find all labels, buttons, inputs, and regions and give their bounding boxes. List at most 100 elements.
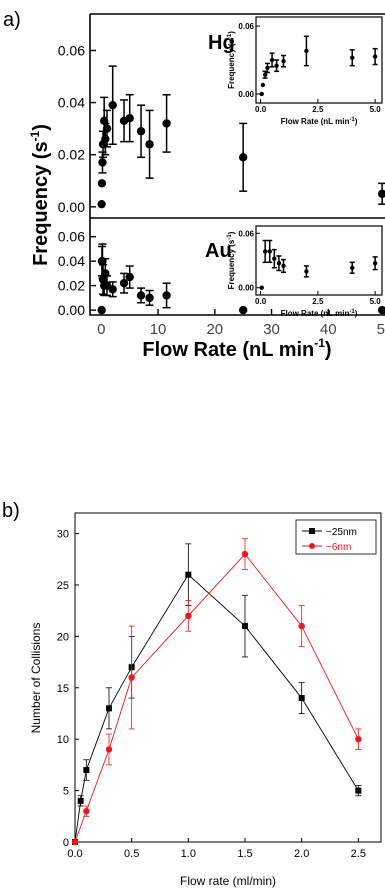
inset-frame	[255, 225, 383, 296]
b-point-circle	[298, 622, 305, 630]
x-tick-label: 20	[206, 321, 223, 338]
inset-data-point	[281, 58, 286, 64]
collisions-chart: 0.0 0.5 1.0 1.5 2.0 2.5 0 5 10 15 20 25 30 ~25nm ~6nm…	[29, 512, 382, 888]
panel-b-label: b)	[2, 500, 20, 522]
inset-data-point	[350, 265, 355, 270]
b-x-tick-label: 1.0	[181, 848, 196, 860]
data-point	[98, 158, 107, 167]
data-point	[97, 199, 106, 209]
inset-x-tick-label: 5.0	[370, 297, 382, 306]
b-point-circle	[355, 735, 362, 743]
b-y-tick-label: 5	[63, 786, 69, 798]
data-point	[125, 114, 134, 123]
b-point-circle	[128, 674, 135, 681]
y-tick-label: 0.02	[58, 278, 85, 294]
inset-y-tick-label: 0.00	[238, 284, 254, 293]
y-tick-label: 0.04	[58, 253, 85, 269]
data-point	[125, 272, 134, 282]
b-point-circle	[185, 612, 192, 620]
legend-marker	[309, 528, 315, 534]
x-tick-label: 10	[150, 321, 167, 338]
b-x-tick-label: 1.5	[237, 848, 252, 860]
inset-x-tick-label: 2.5	[312, 297, 324, 306]
legend-label: ~25nm	[326, 527, 357, 538]
inset-data-point	[267, 249, 272, 254]
y-tick-label: 0.06	[58, 229, 85, 245]
au-subplot: Au 0.00 0.02 0.04 0.06 0 10 20 30 40 50 0.00 0.06…	[58, 218, 385, 338]
inset-y-tick-label: 0.06	[238, 229, 254, 238]
b-y-tick-label: 15	[57, 683, 69, 695]
y-tick-label: 0.00	[58, 199, 85, 215]
inset-data-point	[272, 256, 277, 261]
inset-data-point	[304, 269, 309, 274]
inset-xlabel: Flow Rate (nL min-1)	[281, 309, 358, 318]
data-point	[136, 127, 146, 136]
inset-x-tick-label: 0.0	[255, 297, 267, 306]
inset-data-point	[262, 72, 268, 77]
b-point-square	[355, 787, 362, 794]
inset-data-point	[372, 54, 378, 59]
panel-b-ylabel: Number of Collisions	[29, 623, 43, 734]
data-point	[119, 278, 129, 288]
legend-marker	[309, 543, 315, 549]
data-point	[97, 305, 106, 315]
b-point-circle	[241, 550, 249, 558]
inset-data-point	[259, 91, 264, 97]
panel-a-xlabel: Flow Rate (nL min-1)	[142, 336, 331, 361]
b-point-square	[83, 767, 90, 774]
b-x-tick-label: 2.5	[351, 848, 366, 860]
series-line-1	[74, 553, 359, 843]
b-y-tick-label: 25	[57, 580, 69, 592]
y-tick-label: 0.02	[58, 147, 85, 163]
legend: ~25nm ~6nm	[295, 519, 377, 555]
series-line-0	[74, 573, 359, 843]
b-point-circle	[71, 838, 79, 846]
hg-subplot: Hg 0.00 0.02 0.04 0.06 0.00 0.06 0.0 2.5 5.0 Fre…	[58, 13, 385, 219]
y-tick-label: 0.06	[58, 42, 85, 58]
x-tick-label: 40	[320, 321, 337, 338]
b-y-tick-label: 30	[57, 529, 69, 541]
au-inset: 0.00 0.06 0.0 2.5 5.0 Frequency (s-1) Flow Rat…	[227, 225, 383, 318]
b-x-tick-label: 0.5	[124, 848, 139, 860]
inset-y-tick-label: 0.00	[238, 90, 254, 99]
inset-ylabel: Frequency (s-1)	[227, 31, 236, 89]
data-point	[97, 179, 107, 188]
b-point-square	[77, 797, 84, 804]
b-point-square	[298, 695, 305, 702]
legend-box	[295, 519, 377, 555]
legend-label: ~6nm	[326, 542, 351, 553]
inset-data-point	[372, 261, 378, 266]
inset-x-tick-label: 5.0	[370, 105, 382, 114]
data-point	[108, 100, 117, 110]
data-point	[102, 124, 112, 133]
data-point	[162, 291, 171, 300]
inset-data-point	[276, 261, 282, 266]
data-point	[377, 305, 385, 315]
b-point-circle	[105, 746, 113, 753]
x-tick-label: 50	[377, 321, 385, 338]
y-tick-label: 0.04	[58, 95, 85, 111]
inset-data-point	[281, 263, 286, 269]
inset-data-point	[304, 48, 309, 54]
inset-data-point	[262, 249, 268, 254]
data-point	[145, 293, 154, 303]
b-point-square	[106, 705, 112, 712]
inset-data-point	[274, 63, 279, 68]
inset-data-point	[269, 57, 275, 63]
inset-data-point	[260, 82, 266, 88]
au-title: Au	[205, 240, 232, 262]
hg-title: Hg	[208, 32, 235, 54]
data-point	[136, 291, 146, 300]
inset-data-point	[265, 65, 270, 71]
b-point-square	[242, 623, 248, 630]
inset-ylabel: Frequency (s-1)	[227, 231, 236, 289]
data-point	[238, 305, 248, 315]
x-tick-label: 0	[97, 321, 105, 338]
inset-x-tick-label: 2.5	[312, 105, 324, 114]
inset-y-tick-label: 0.06	[238, 22, 254, 31]
b-y-tick-label: 20	[57, 631, 69, 643]
data-point	[162, 119, 171, 128]
panel-a-ylabel: Frequency (s-1)	[28, 124, 52, 266]
b-point-square	[185, 571, 192, 578]
